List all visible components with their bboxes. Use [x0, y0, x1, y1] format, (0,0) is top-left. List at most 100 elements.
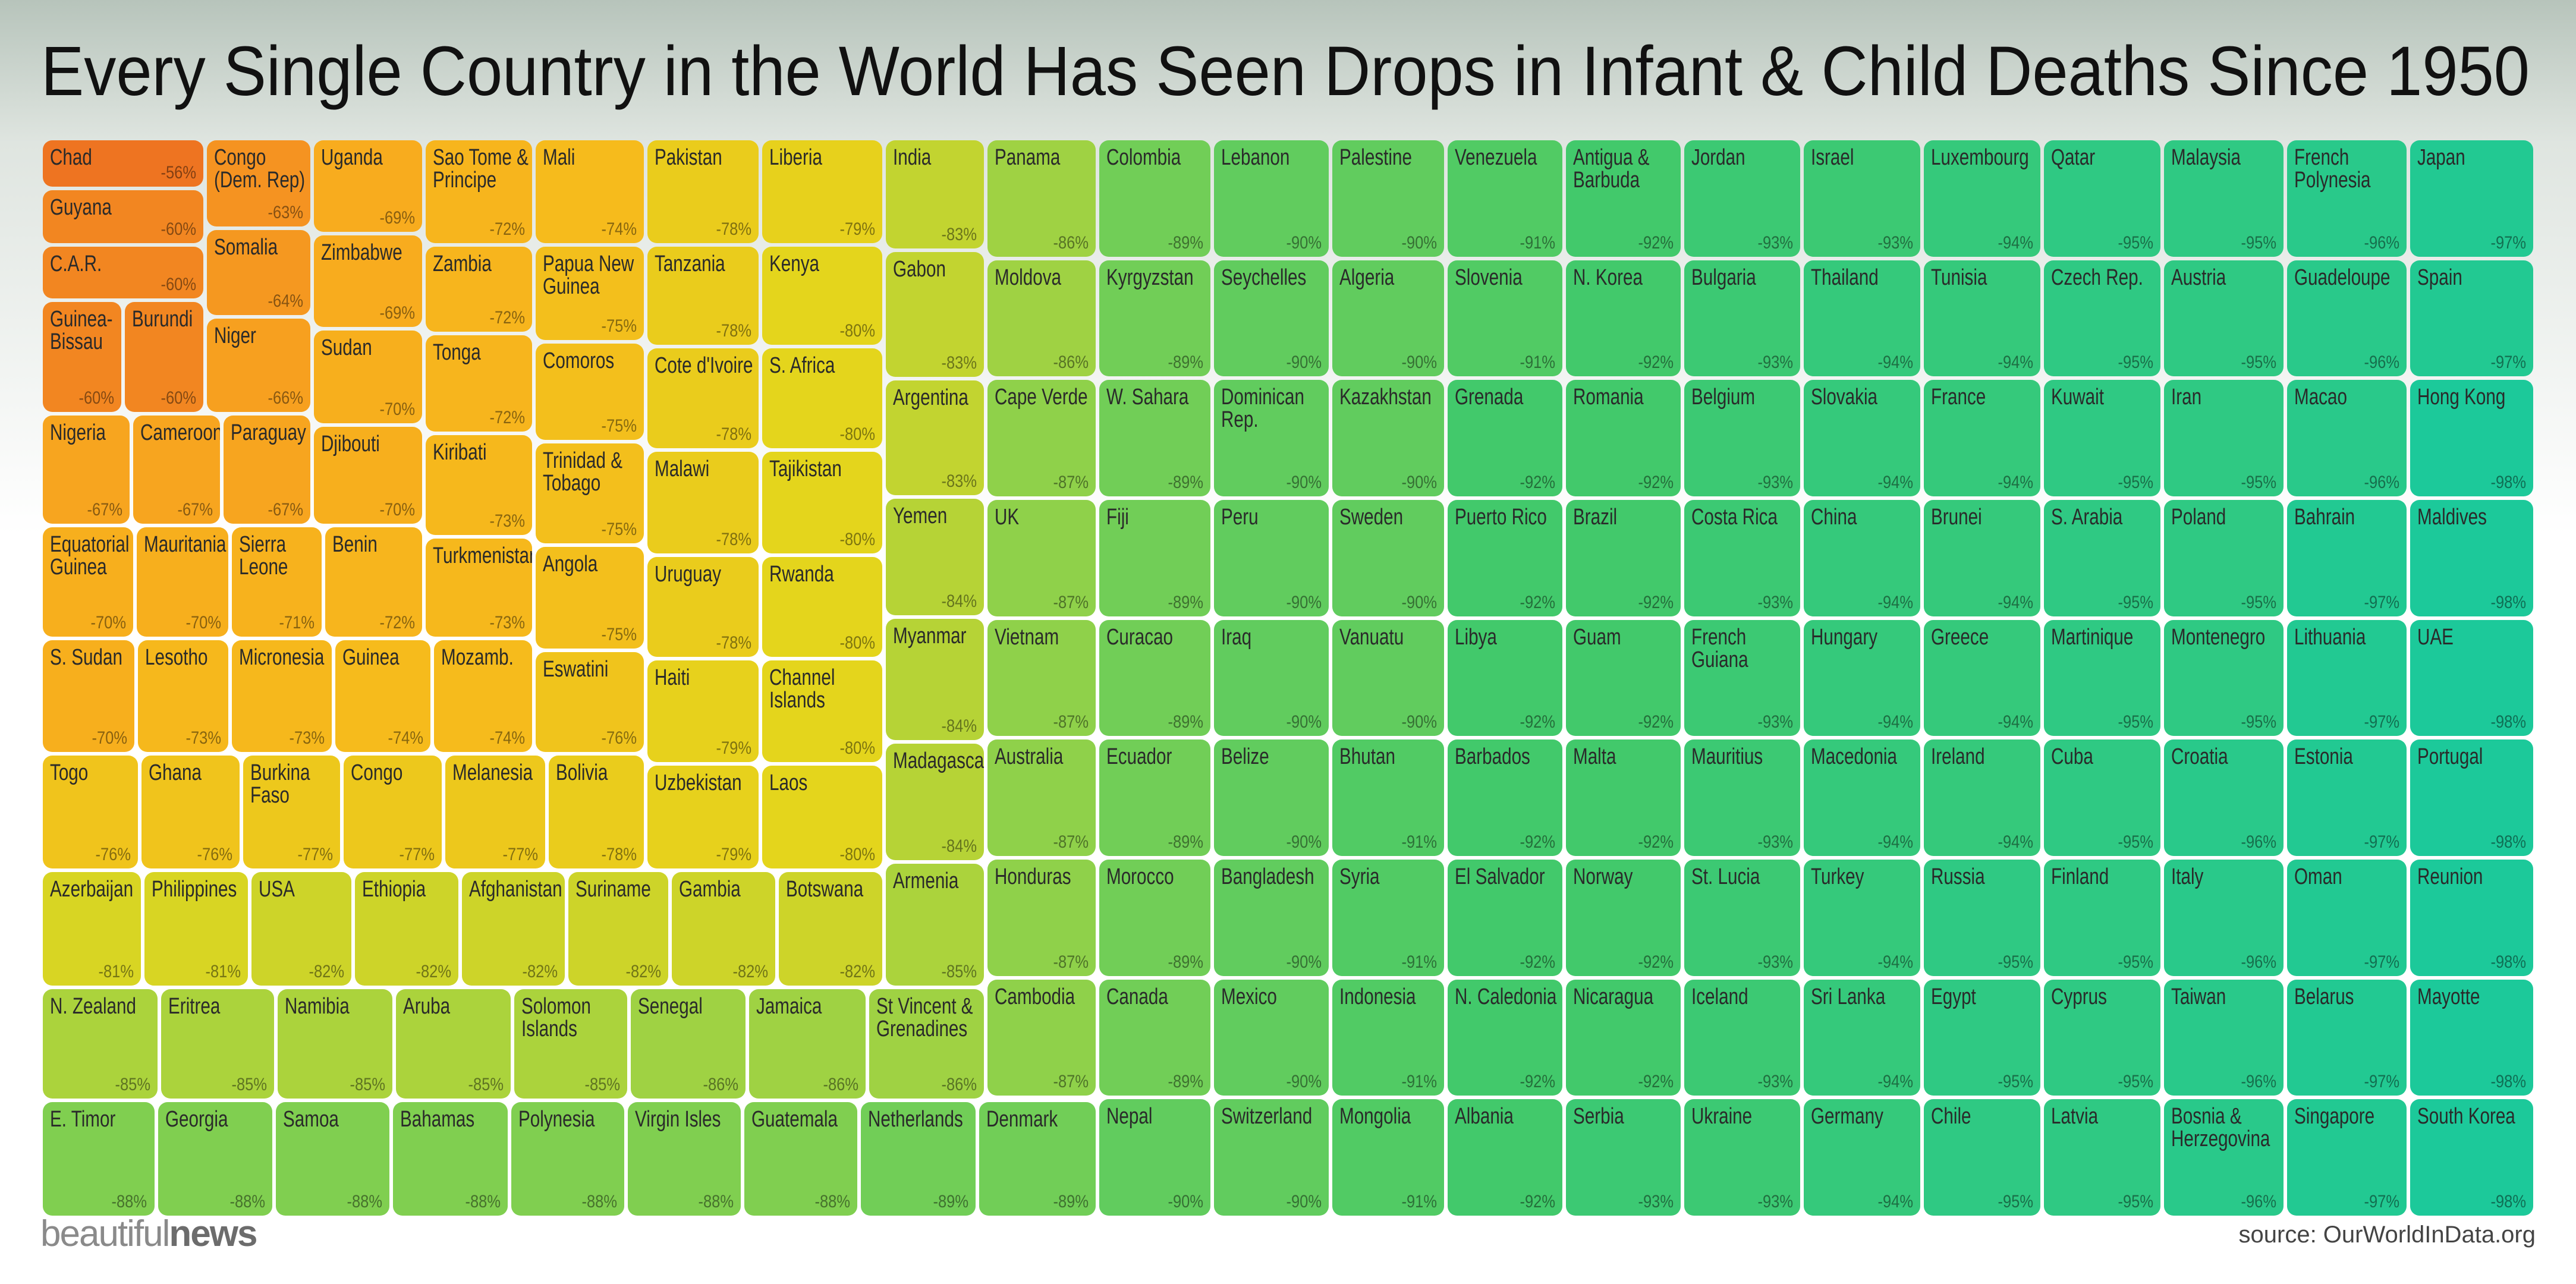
tile-value: -70%: [185, 613, 221, 633]
tile: Mali -74%: [536, 140, 644, 244]
tile: Gambia -82%: [672, 872, 776, 986]
tile-name: Belarus: [2294, 984, 2354, 1009]
tile: Palestine -90%: [1332, 140, 1444, 257]
tile-value: -95%: [2241, 712, 2276, 732]
tile: Kuwait -95%: [2043, 380, 2160, 496]
tile: Kenya -80%: [762, 247, 882, 345]
tile-name: Trinidad & Tobago: [543, 448, 623, 496]
tile-name: Japan: [2417, 144, 2465, 170]
tile: Turkmenistan -73%: [425, 539, 533, 637]
tile-name: Austria: [2171, 265, 2226, 290]
tile: Romania -92%: [1565, 380, 1681, 496]
tile: Benin -72%: [325, 527, 422, 637]
tile: Finland -95%: [2043, 859, 2160, 976]
tile-name: Suriname: [575, 877, 652, 902]
tile-name: Angola: [543, 552, 598, 577]
tile: Guinea -74%: [335, 640, 430, 752]
tile: Togo -76%: [43, 755, 138, 869]
tile-value: -88%: [465, 1191, 501, 1211]
tile-value: -91%: [1401, 952, 1437, 972]
tile-value: -92%: [1638, 1072, 1674, 1092]
tile-name: Serbia: [1572, 1104, 1624, 1129]
tile-name: Dominican Rep.: [1221, 385, 1305, 433]
tile-name: France: [1931, 385, 1986, 410]
tile-name: Ethiopia: [362, 877, 426, 902]
tile-value: -96%: [2241, 952, 2276, 972]
tile-value: -67%: [268, 499, 304, 520]
tile-value: -94%: [1998, 472, 2033, 492]
tile: Sierra Leone -71%: [231, 527, 322, 637]
tile: Melanesia -77%: [445, 755, 546, 869]
tile-value: -92%: [1638, 232, 1674, 253]
tile: Papua New Guinea -75%: [536, 247, 644, 341]
tile-value: -88%: [111, 1191, 147, 1211]
tile-value: -87%: [1053, 952, 1089, 972]
tile-value: -92%: [1638, 832, 1674, 852]
tile: Jamaica -86%: [749, 989, 866, 1099]
tile: Poland -95%: [2163, 499, 2284, 616]
tile-value: -98%: [2490, 592, 2526, 612]
tile: Azerbaijan -81%: [43, 872, 141, 986]
tile: Uruguay -78%: [647, 557, 759, 657]
tile-name: Polynesia: [518, 1107, 595, 1132]
tile-name: Bangladesh: [1221, 864, 1314, 889]
tile-value: -90%: [1401, 592, 1437, 612]
tile-name: Czech Rep.: [2050, 265, 2143, 290]
tile-name: Kenya: [769, 251, 820, 277]
tile-name: Albania: [1454, 1104, 1514, 1129]
tile-value: -93%: [1757, 1192, 1794, 1212]
tile: Cambodia -87%: [987, 979, 1096, 1096]
tile: Israel -93%: [1804, 140, 1921, 257]
tile-value: -69%: [379, 207, 415, 228]
tile-value: -82%: [732, 961, 769, 981]
tile-name: Myanmar: [892, 623, 967, 649]
tile-value: -80%: [839, 738, 875, 758]
tile: Belarus -97%: [2286, 979, 2407, 1096]
tile-value: -79%: [716, 845, 752, 865]
tile-name: Kiribati: [432, 440, 487, 465]
tile-value: -96%: [2364, 353, 2400, 373]
tile-value: -89%: [933, 1191, 969, 1211]
tile-name: Melanesia: [452, 760, 533, 785]
tile-name: USA: [259, 877, 295, 902]
tile-name: South Korea: [2417, 1104, 2515, 1129]
tile-value: -85%: [468, 1075, 504, 1095]
tile: Paraguay -67%: [224, 415, 311, 524]
tile: Barbados -92%: [1447, 739, 1562, 856]
tile: Reunion -98%: [2410, 859, 2533, 976]
tile-value: -80%: [839, 633, 875, 653]
tile: Congo (Dem. Rep) -63%: [207, 140, 311, 227]
tile: Comoros -75%: [536, 344, 644, 440]
tile: USA -82%: [251, 872, 352, 986]
tile-value: -87%: [1053, 1072, 1089, 1092]
tile: Chad -56%: [43, 140, 204, 187]
tile-name: Algeria: [1339, 265, 1395, 290]
tile-name: Cambodia: [995, 984, 1075, 1009]
tile-value: -94%: [1998, 353, 2033, 373]
tile: Uganda -69%: [314, 140, 422, 232]
tile: Fiji -89%: [1099, 499, 1211, 616]
tile-value: -90%: [1401, 232, 1437, 253]
tile: Nepal -90%: [1099, 1099, 1211, 1216]
tile-name: Niger: [214, 323, 257, 348]
tile-value: -96%: [2241, 1072, 2276, 1092]
tile: Mexico -90%: [1214, 979, 1329, 1096]
tile: Estonia -97%: [2286, 739, 2407, 856]
tile-name: St Vincent & Grenadines: [876, 993, 973, 1041]
tile: Netherlands -89%: [861, 1102, 976, 1216]
tile-name: Uganda: [321, 144, 383, 170]
tile-name: Morocco: [1106, 864, 1174, 889]
tile-value: -92%: [1638, 353, 1674, 373]
tile-value: -98%: [2490, 1192, 2526, 1212]
tile-name: Estonia: [2294, 744, 2353, 770]
tile-value: -91%: [1401, 1192, 1437, 1212]
tile: Kyrgyzstan -89%: [1099, 260, 1211, 377]
tile-value: -90%: [1401, 353, 1437, 373]
tile: S. Sudan -70%: [43, 640, 135, 752]
tile: Pakistan -78%: [647, 140, 759, 244]
tile-name: Sierra Leone: [238, 531, 288, 580]
tile-value: -95%: [2118, 952, 2153, 972]
tile: Mauritania -70%: [136, 527, 228, 637]
tile-name: Cuba: [2050, 744, 2093, 770]
tile: Ukraine -93%: [1684, 1099, 1801, 1216]
